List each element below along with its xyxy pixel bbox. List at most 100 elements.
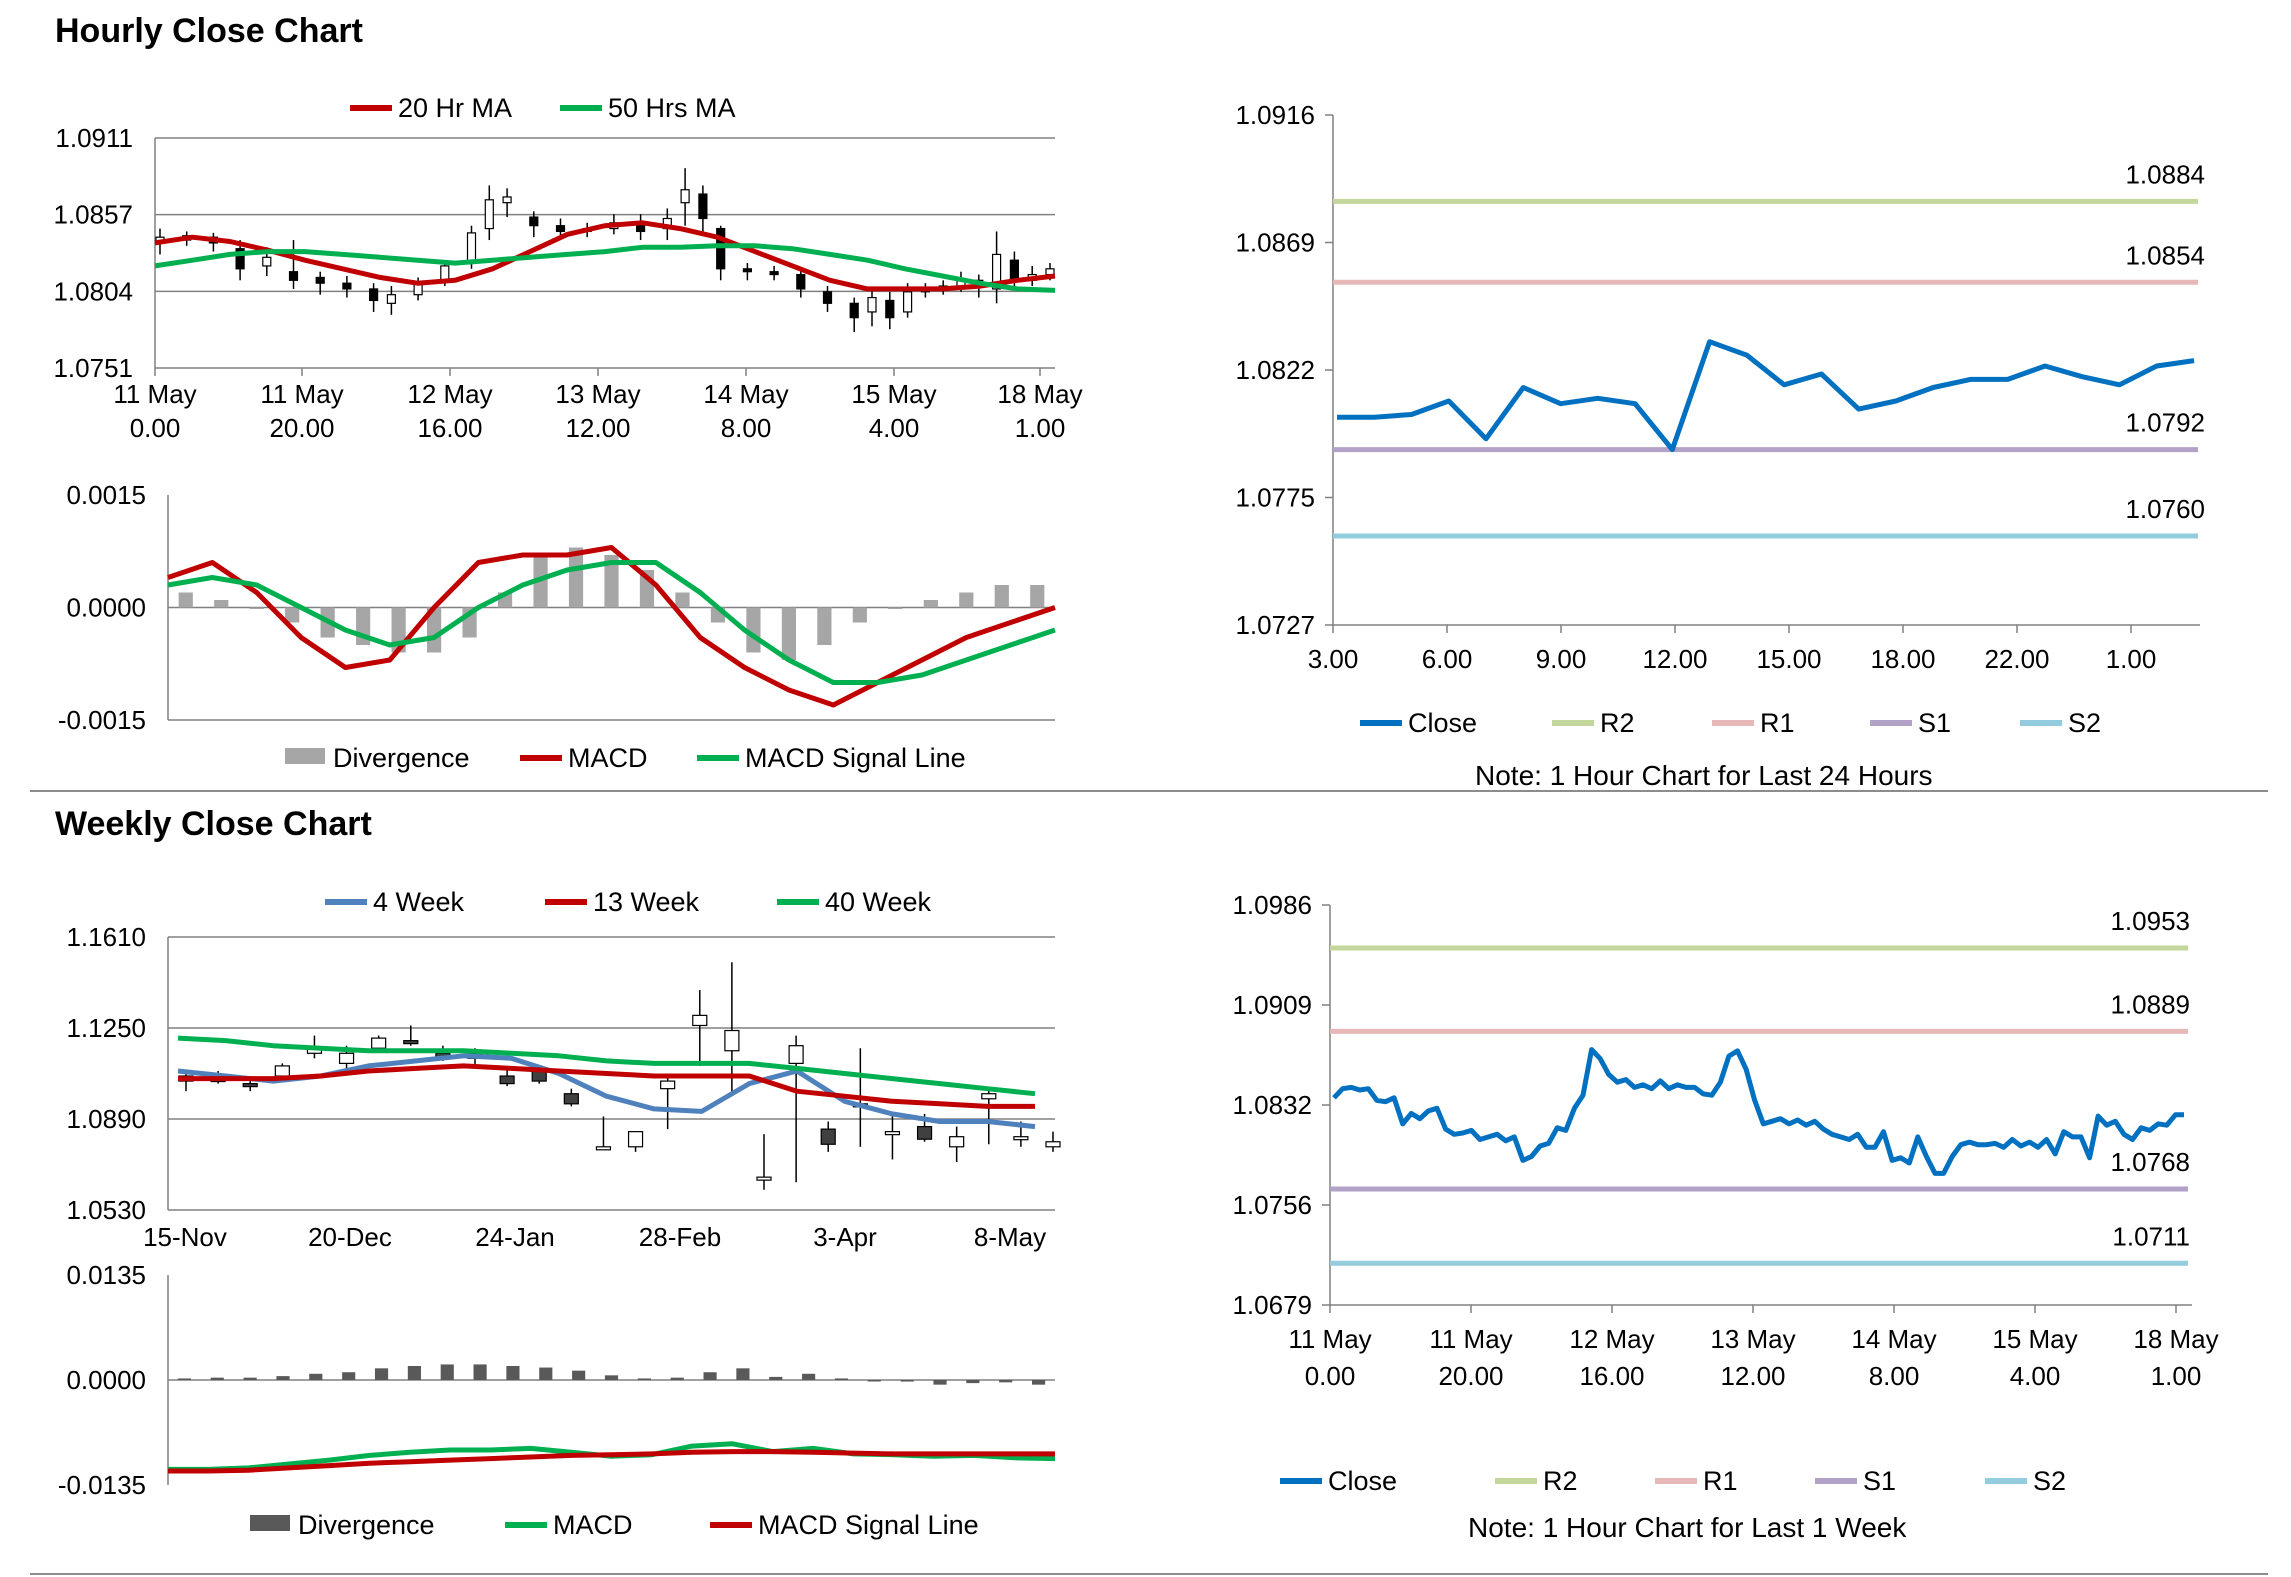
- legend-label: 13 Week: [593, 887, 700, 917]
- candle-body: [849, 302, 859, 319]
- divergence-bar: [1032, 1380, 1046, 1385]
- divergence-bar: [637, 1378, 651, 1380]
- candle-body: [563, 1093, 579, 1105]
- y-tick-label: 1.0804: [53, 276, 133, 306]
- divergence-bar: [572, 1370, 586, 1380]
- ma-line: [154, 243, 1056, 293]
- candle-body: [769, 271, 779, 276]
- x-tick-label: 16.00: [1579, 1361, 1644, 1391]
- candle-body: [949, 1136, 965, 1148]
- x-tick-label: 1.00: [2151, 1361, 2202, 1391]
- divergence-bar: [817, 607, 832, 645]
- weekly-section-title: Weekly Close Chart: [55, 805, 372, 843]
- legend-label: R1: [1760, 708, 1795, 738]
- y-tick-label: 1.0986: [1232, 890, 1312, 920]
- y-tick-label: 1.1610: [66, 922, 146, 952]
- y-tick-label: 0.0000: [66, 1365, 146, 1395]
- candle-body: [1045, 268, 1055, 276]
- divergence-bar: [703, 1372, 717, 1380]
- y-tick-label: 1.0832: [1232, 1090, 1312, 1120]
- divergence-bar: [966, 1380, 980, 1384]
- y-tick-label: 1.0530: [66, 1195, 146, 1225]
- x-tick-label: 11 May: [1288, 1324, 1371, 1354]
- ma-line: [178, 1063, 1035, 1109]
- candle-body: [484, 199, 494, 230]
- legend-label: MACD: [553, 1510, 633, 1540]
- y-tick-label: 1.0869: [1235, 228, 1315, 258]
- legend-label: S2: [2033, 1466, 2066, 1496]
- candle-body: [315, 276, 325, 284]
- close-line: [1332, 1047, 2184, 1176]
- legend-swatch: [285, 748, 325, 764]
- divergence-bar: [210, 1377, 224, 1380]
- legend-label: MACD Signal Line: [745, 743, 966, 773]
- y-tick-label: 1.0822: [1235, 355, 1315, 385]
- divergence-bar: [994, 585, 1009, 608]
- y-tick-label: 1.0727: [1235, 610, 1315, 640]
- candle-body: [262, 256, 272, 267]
- candle-body: [369, 288, 379, 302]
- legend-label: S1: [1863, 1466, 1896, 1496]
- y-tick-label: 1.0756: [1232, 1190, 1312, 1220]
- candle-body: [698, 193, 708, 220]
- x-tick-label: 1.00: [1015, 413, 1066, 443]
- divergence-bar: [214, 600, 229, 608]
- candle-body: [991, 253, 1002, 290]
- level-s1-label: 1.0768: [2110, 1147, 2190, 1177]
- candle-body: [680, 189, 690, 204]
- x-tick-label: 11 May: [113, 379, 196, 409]
- section-divider: [30, 790, 2268, 792]
- ma-line: [177, 1053, 1036, 1130]
- x-tick-label: 13 May: [1710, 1324, 1795, 1354]
- divergence-bar: [769, 1376, 783, 1380]
- candle-body: [796, 273, 806, 290]
- candle-body: [822, 291, 833, 304]
- candle-body: [820, 1128, 836, 1145]
- divergence-bar: [276, 1376, 290, 1380]
- y-tick-label: 0.0015: [66, 480, 146, 510]
- y-tick-label: 1.0679: [1232, 1290, 1312, 1320]
- legend-label: S2: [2068, 708, 2101, 738]
- y-tick-label: -0.0135: [58, 1470, 146, 1500]
- divergence-bar: [781, 607, 796, 660]
- y-tick-label: 1.0751: [53, 353, 133, 383]
- candle-body: [235, 248, 245, 270]
- macd-line: [168, 1449, 1055, 1474]
- divergence-bar: [374, 1368, 389, 1380]
- x-tick-label: 6.00: [1422, 644, 1473, 674]
- divergence-bar: [999, 1380, 1013, 1383]
- weekly-note: Note: 1 Hour Chart for Last 1 Week: [1468, 1512, 1907, 1543]
- divergence-bar: [177, 1378, 191, 1380]
- x-tick-label: 8-May: [974, 1222, 1046, 1252]
- y-tick-label: 1.0890: [66, 1104, 146, 1134]
- divergence-bar: [736, 1368, 750, 1380]
- divergence-bar: [440, 1364, 454, 1380]
- y-tick-label: 0.0135: [66, 1260, 146, 1290]
- candle-body: [342, 282, 352, 290]
- x-tick-label: 8.00: [1869, 1361, 1920, 1391]
- legend-label: MACD: [568, 743, 648, 773]
- candle-body: [724, 1029, 740, 1052]
- x-tick-label: 0.00: [1305, 1361, 1356, 1391]
- level-s1-label: 1.0792: [2125, 408, 2205, 438]
- x-tick-label: 20.00: [1438, 1361, 1503, 1391]
- level-r1-label: 1.0854: [2125, 240, 2205, 270]
- legend-label: Close: [1408, 708, 1477, 738]
- divergence-bar: [506, 1366, 520, 1380]
- legend-swatch: [250, 1515, 290, 1531]
- x-tick-label: 11 May: [1429, 1324, 1512, 1354]
- candle-body: [788, 1045, 804, 1064]
- candle-body: [1045, 1141, 1061, 1148]
- divergence-bar: [407, 1366, 421, 1380]
- level-r2-label: 1.0953: [2110, 906, 2190, 936]
- x-tick-label: 18.00: [1870, 644, 1935, 674]
- x-tick-label: 13 May: [555, 379, 640, 409]
- candle-body: [338, 1052, 355, 1064]
- hourly-note: Note: 1 Hour Chart for Last 24 Hours: [1475, 760, 1933, 791]
- legend-label: Divergence: [298, 1510, 435, 1540]
- legend-label: R2: [1600, 708, 1635, 738]
- candle-body: [1009, 259, 1020, 281]
- x-tick-label: 16.00: [417, 413, 482, 443]
